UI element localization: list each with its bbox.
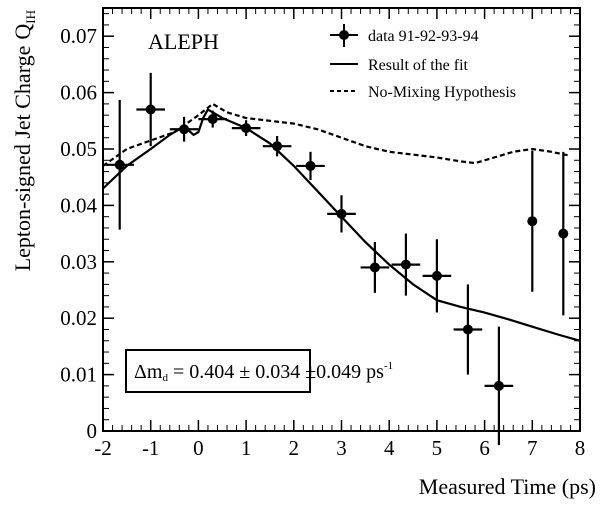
experiment-label: ALEPH (148, 29, 219, 54)
data-marker (493, 380, 504, 391)
x-tick-label: 0 (193, 436, 204, 460)
x-tick-label: 4 (384, 436, 395, 460)
y-axis-symbol: Q (10, 24, 35, 40)
data-marker (431, 270, 442, 281)
no-mixing-curve (102, 102, 571, 167)
data-point (360, 242, 390, 293)
data-point (527, 150, 538, 292)
x-tick-label: 5 (432, 436, 443, 460)
data-point (484, 326, 514, 446)
data-point (105, 99, 135, 230)
x-tick-label: 7 (527, 436, 538, 460)
data-marker (369, 262, 380, 273)
y-tick-label: 0.04 (60, 193, 97, 217)
y-tick-label: 0.06 (60, 81, 97, 105)
x-tick-label: -1 (142, 436, 160, 460)
y-tick-label: 0.01 (60, 363, 97, 387)
legend-data-marker (330, 24, 358, 47)
x-axis-title: Measured Time (ps) (419, 474, 596, 499)
x-tick-label: 6 (479, 436, 490, 460)
svg-text:Lepton-signed Jet ChargeQIH: Lepton-signed Jet Charge QIH (10, 10, 38, 271)
data-point (422, 239, 452, 313)
data-point (231, 120, 261, 137)
legend-label-nomix: No-Mixing Hypothesis (368, 84, 516, 101)
data-point (198, 110, 228, 128)
data-marker (336, 208, 347, 219)
data-marker (207, 114, 218, 125)
y-tick-label: 0.02 (60, 306, 97, 330)
nomix-curve-layer (102, 102, 571, 167)
data-point (262, 136, 292, 157)
x-tick-label: -2 (94, 436, 112, 460)
legend-label-fit: Result of the fit (368, 57, 469, 74)
fit-result-text: Δmd = 0.404 ± 0.034 ±0.049 ps-1 (134, 360, 393, 384)
x-tick-label: 8 (575, 436, 586, 460)
y-tick-label: 0.07 (60, 24, 97, 48)
data-point (453, 284, 483, 375)
y-axis-symbol-subscript: IH (23, 10, 38, 24)
data-point (391, 233, 421, 296)
legend-label-data: data 91-92-93-94 (368, 28, 479, 45)
data-marker (400, 259, 411, 270)
data-point (169, 116, 199, 142)
data-marker (179, 124, 190, 135)
y-tick-label: 0.03 (60, 250, 97, 274)
y-axis-title: Lepton-signed Jet Charge QIH (10, 10, 38, 271)
data-marker (558, 228, 569, 239)
x-tick-label: 2 (289, 436, 300, 460)
data-marker (527, 216, 538, 227)
data-point (558, 151, 569, 316)
data-point (136, 72, 166, 147)
x-tick-label: 1 (241, 436, 252, 460)
data-points-layer (105, 72, 569, 446)
fit-result-box: Δmd = 0.404 ± 0.034 ±0.049 ps-1 (125, 349, 393, 393)
y-tick-label: 0 (87, 419, 98, 443)
data-marker (241, 123, 252, 134)
y-tick-label: 0.05 (60, 137, 97, 161)
data-marker (462, 324, 473, 335)
x-tick-label: 3 (336, 436, 347, 460)
data-marker (145, 104, 156, 115)
data-point (296, 151, 325, 181)
legend: data 91-92-93-94 Result of the fit No-Mi… (330, 24, 516, 101)
data-point (327, 195, 356, 233)
ticks-layer: -2 -1 0 1 2 3 4 5 6 7 8 0 0.01 0.02 0.03 0.04 0.05 0.06 0.… (60, 8, 585, 460)
data-marker (272, 141, 283, 152)
data-marker (305, 160, 316, 171)
data-marker (114, 159, 125, 170)
y-axis-title-text: Lepton-signed Jet Charge (10, 46, 35, 272)
